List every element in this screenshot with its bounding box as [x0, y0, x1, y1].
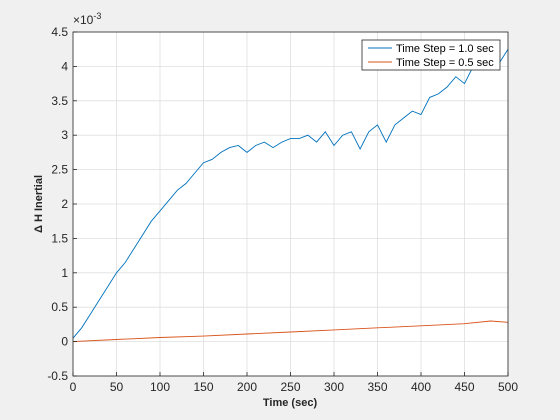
x-tick-label: 300	[324, 380, 344, 394]
y-tick-label: 4.5	[51, 25, 68, 39]
x-tick-label: 450	[454, 380, 474, 394]
x-tick-label: 0	[70, 380, 77, 394]
y-exponent-label: ×10-3	[73, 11, 101, 27]
series-lines	[72, 48, 509, 343]
x-tick-label: 50	[110, 380, 124, 394]
x-tick-label: 400	[411, 380, 431, 394]
legend: Time Step = 1.0 sec Time Step = 0.5 sec	[361, 39, 501, 71]
x-tick-label: 500	[498, 380, 518, 394]
y-tick-label: 1	[61, 266, 68, 280]
x-tick-label: 150	[193, 380, 213, 394]
y-tick-label: 4	[61, 59, 68, 73]
y-exponent-power: -3	[93, 11, 101, 21]
y-tick-label: 2	[61, 197, 68, 211]
legend-label-series-1: Time Step = 1.0 sec	[396, 43, 494, 55]
y-tick-label: 2.5	[51, 163, 68, 177]
y-tick-label: 3	[61, 128, 68, 142]
x-tick-label: 250	[280, 380, 300, 394]
x-tick-label: 100	[150, 380, 170, 394]
series-line-1	[72, 48, 509, 339]
legend-label-series-2: Time Step = 0.5 sec	[396, 57, 494, 69]
legend-box	[361, 39, 501, 71]
y-tick-label: 1.5	[51, 231, 68, 245]
y-axis-label: Δ H Inertial	[33, 175, 45, 233]
x-axis-label: Time (sec)	[263, 397, 318, 409]
y-tick-label: 0	[61, 335, 68, 349]
y-tick-label: -0.5	[47, 369, 68, 383]
series-line-2	[72, 320, 509, 343]
y-tick-label: 3.5	[51, 94, 68, 108]
x-tick-label: 350	[367, 380, 387, 394]
x-tick-label: 200	[237, 380, 257, 394]
axis-ticks: 0 50 100 150 200 250 300 350 400 450 500-0.500.511…	[47, 25, 518, 394]
y-tick-label: 0.5	[51, 300, 68, 314]
